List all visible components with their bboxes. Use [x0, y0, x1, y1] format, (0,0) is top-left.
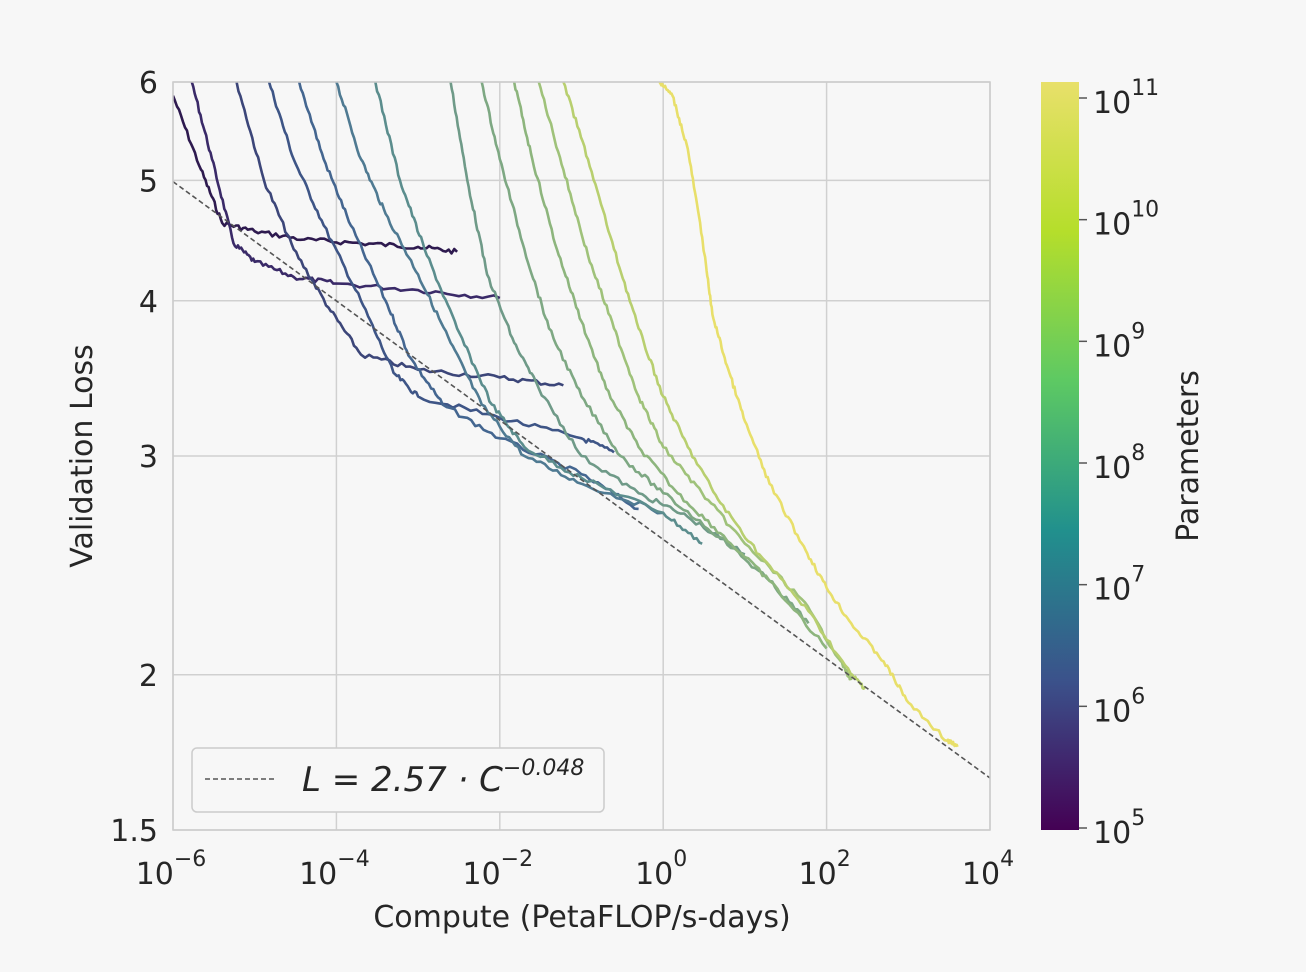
legend-box: [191, 747, 605, 813]
y-tick-label-0: 1.5: [110, 814, 158, 849]
x-tick-base-2: 10: [462, 857, 500, 892]
fit-line-group: [172, 181, 991, 779]
y-tick-label-4: 5: [139, 164, 158, 199]
colorbar-tick-label-1: 106: [1093, 684, 1145, 729]
colorbar-tick-exponent-0: 5: [1131, 806, 1145, 831]
colorbar-tick-exponent-1: 6: [1131, 684, 1145, 709]
x-tick-exponent-2: −2: [501, 847, 533, 872]
series-line-8: [480, 82, 810, 625]
x-tick-exponent-0: −6: [174, 847, 206, 872]
x-tick-label-2: 10−2: [462, 847, 533, 892]
colorbar-tick-label-2: 107: [1093, 563, 1145, 608]
colorbar-tick-base-6: 10: [1093, 86, 1131, 121]
colorbar-tick-exponent-3: 8: [1131, 441, 1145, 466]
colorbar-tick-label-0: 105: [1093, 806, 1145, 851]
series-line-3: [267, 82, 615, 454]
colorbar-tick-base-3: 10: [1093, 451, 1131, 486]
colorbar-tick-exponent-2: 7: [1131, 563, 1145, 588]
colorbar-tick-label-6: 1011: [1093, 76, 1159, 121]
legend-label-exponent: −0.048: [503, 756, 584, 781]
colorbar-tick-base-5: 10: [1093, 208, 1131, 243]
x-tick-exponent-5: 4: [1000, 847, 1014, 872]
legend-label-main: L = 2.57 · C: [302, 760, 503, 800]
series-line-12: [658, 82, 959, 748]
series-line-9: [512, 82, 828, 650]
series-lines: [173, 82, 959, 748]
x-tick-base-0: 10: [136, 857, 174, 892]
colorbar-tick-base-4: 10: [1093, 329, 1131, 364]
colorbar-tick-base-0: 10: [1093, 816, 1131, 851]
colorbar-tick-label-5: 1010: [1093, 198, 1159, 243]
colorbar-tick-label-4: 109: [1093, 319, 1145, 364]
colorbar-tick-exponent-6: 11: [1131, 76, 1159, 101]
x-tick-label-5: 104: [962, 847, 1014, 892]
series-line-11: [562, 82, 867, 690]
series-line-1: [190, 82, 501, 300]
x-tick-label-0: 10−6: [136, 847, 207, 892]
x-tick-base-4: 10: [799, 857, 837, 892]
fit-line: [172, 181, 991, 779]
y-tick-label-3: 4: [139, 285, 158, 320]
grid-lines: [172, 81, 991, 831]
colorbar-tick-label-3: 108: [1093, 441, 1145, 486]
colorbar: [1041, 82, 1079, 830]
x-tick-base-5: 10: [962, 857, 1000, 892]
series-line-7: [449, 82, 746, 556]
x-tick-base-1: 10: [299, 857, 337, 892]
colorbar-title: Parameters: [1171, 370, 1206, 542]
x-tick-exponent-3: 0: [673, 847, 687, 872]
legend-label: L = 2.57 · C−0.048: [302, 756, 584, 800]
x-tick-labels: 10−6 10−4 10−2 100 102 104: [136, 847, 1014, 892]
y-tick-label-2: 3: [139, 440, 158, 475]
series-line-2: [235, 82, 564, 387]
series-line-0: [173, 95, 459, 255]
y-tick-label-5: 6: [139, 66, 158, 101]
colorbar-tick-base-1: 10: [1093, 694, 1131, 729]
x-tick-label-3: 100: [635, 847, 687, 892]
colorbar-tick-exponent-5: 10: [1131, 198, 1159, 223]
colorbar-tick-base-2: 10: [1093, 573, 1131, 608]
series-line-5: [335, 82, 664, 515]
series-line-6: [374, 82, 703, 545]
x-tick-label-4: 102: [799, 847, 851, 892]
plot-frame: [172, 81, 991, 831]
legend: L = 2.57 · C−0.048: [191, 747, 605, 813]
x-tick-label-1: 10−4: [299, 847, 370, 892]
colorbar-tick-exponent-4: 9: [1131, 319, 1145, 344]
x-tick-exponent-4: 2: [837, 847, 851, 872]
x-tick-exponent-1: −4: [337, 847, 369, 872]
x-tick-base-3: 10: [635, 857, 673, 892]
x-axis-title: Compute (PetaFLOP/s-days): [373, 900, 790, 935]
y-tick-label-1: 2: [139, 659, 158, 694]
y-axis-title: Validation Loss: [65, 344, 100, 567]
y-tick-labels: 1.5 2 3 4 5 6: [110, 66, 158, 849]
